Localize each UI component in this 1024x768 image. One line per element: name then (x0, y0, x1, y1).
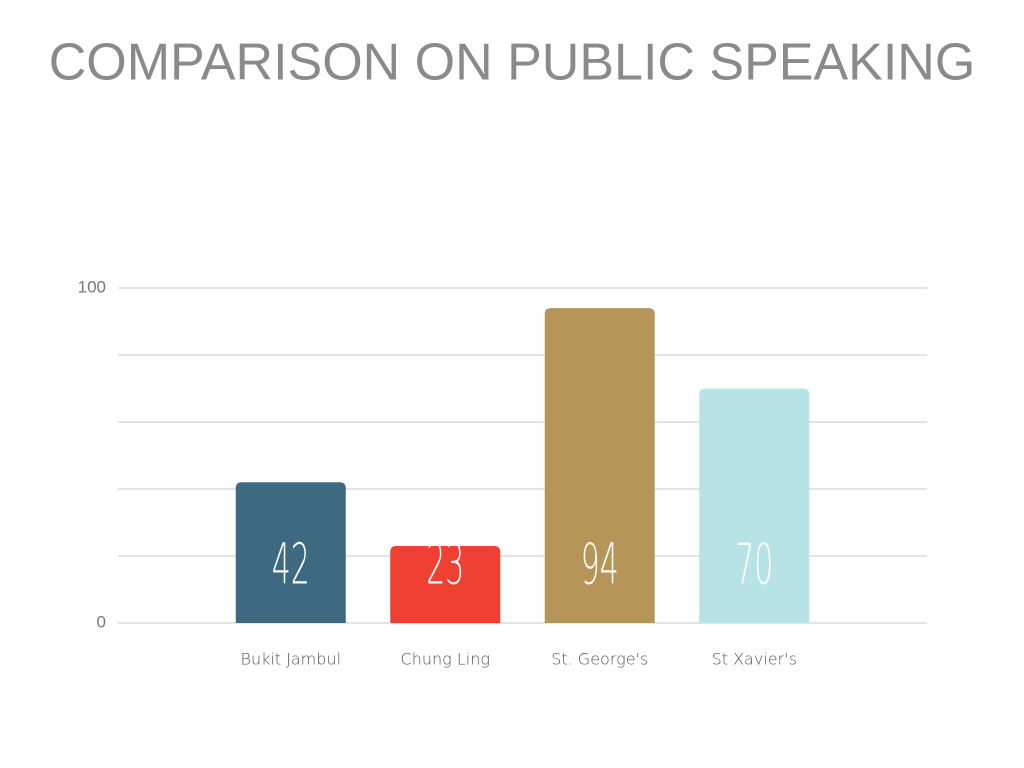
x-tick-label: St. George's (551, 650, 648, 669)
bar (390, 545, 501, 623)
bar (544, 308, 655, 623)
chart-title: COMPARISON ON PUBLIC SPEAKING (49, 34, 976, 92)
bar (235, 482, 346, 623)
x-tick-label: St Xavier's (712, 650, 797, 669)
data-label: 42 (272, 532, 310, 597)
y-tick-label: 0 (97, 612, 106, 631)
bar (699, 388, 810, 623)
data-label: 23 (426, 532, 464, 597)
y-tick-label: 100 (78, 277, 106, 296)
data-label: 94 (581, 532, 619, 597)
x-tick-label: Chung Ling (401, 650, 490, 669)
x-tick-label: Bukit Jambul (240, 650, 341, 669)
data-label: 70 (735, 532, 773, 597)
